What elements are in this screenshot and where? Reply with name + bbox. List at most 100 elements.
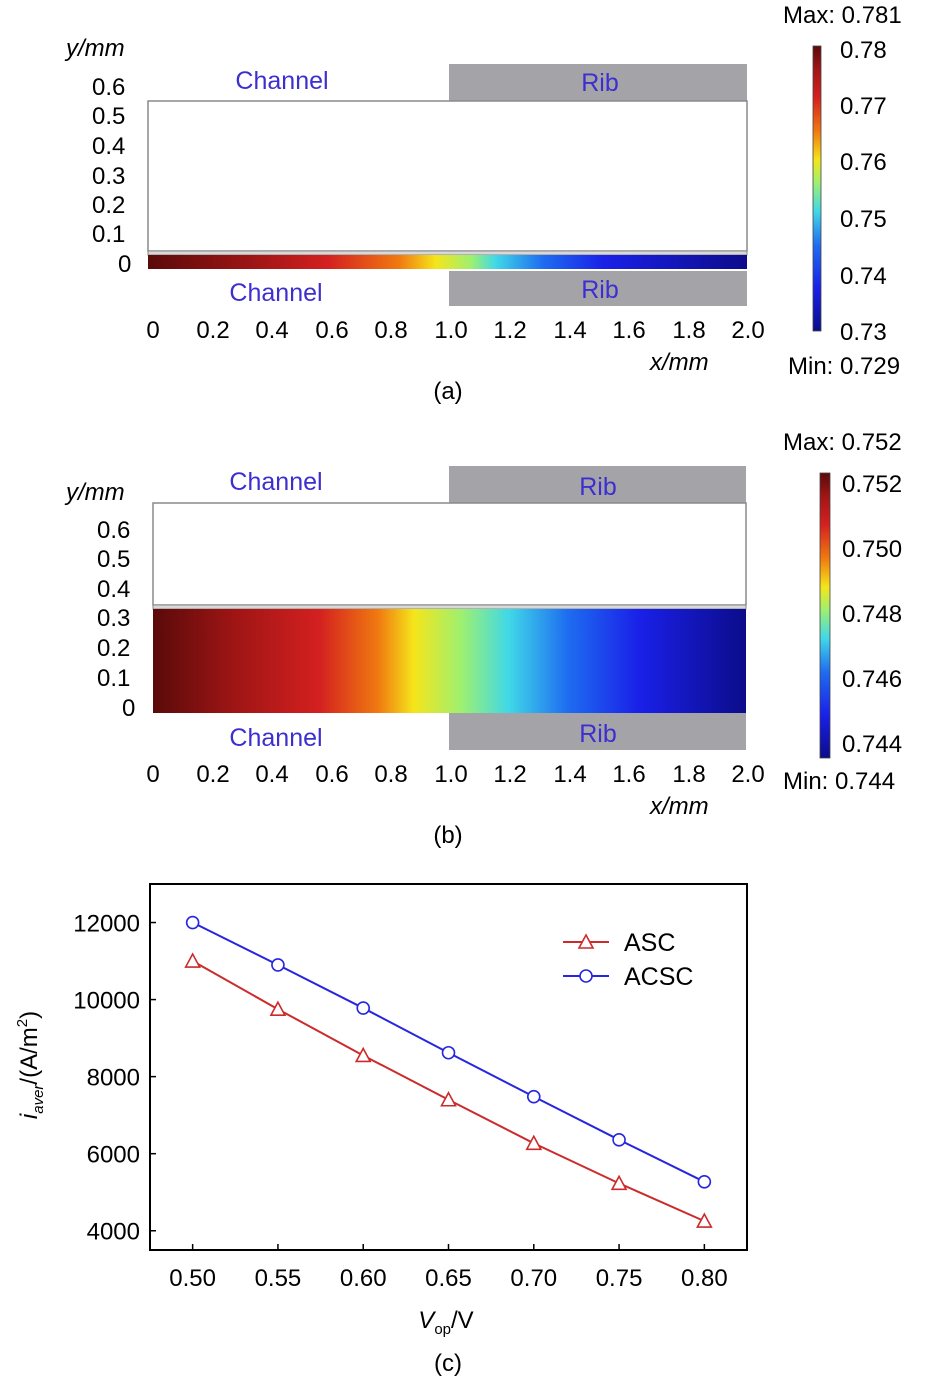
panel-a-colorbar-tick: 0.75 (840, 206, 887, 233)
panel-a-x-tick: 0.8 (374, 317, 407, 344)
chart-y-label-unit: /(A/m (16, 1027, 43, 1084)
panel-b-x-axis-label: x/mm (649, 793, 709, 820)
panel-b-colorbar-gradient (819, 472, 831, 759)
legend-acsc-marker (579, 969, 593, 983)
panel-a-x-tick: 1.6 (612, 317, 645, 344)
panel-a-rib-top (449, 64, 747, 101)
panel-a-x-tick: 1.4 (553, 317, 586, 344)
x-tick-label: 0.55 (255, 1265, 302, 1292)
panel-b-x-tick: 1.4 (553, 761, 586, 788)
chart-y-label-close: ) (16, 1011, 43, 1019)
panel-b-y-tick: 0 (122, 695, 135, 722)
panel-a-x-tick: 0 (146, 317, 159, 344)
panel-a-colorbar-max: Max: 0.781 (783, 2, 902, 29)
panel-b-y-tick: 0.2 (97, 635, 130, 662)
panel-b-rib-bottom (449, 713, 746, 750)
y-tick-label: 10000 (73, 988, 140, 1015)
chart-x-label-main: V (418, 1307, 436, 1334)
panel-a-x-tick: 0.6 (315, 317, 348, 344)
chart-x-ticks: 0.50 0.55 0.60 0.65 0.70 0.75 0.80 (169, 1244, 728, 1292)
panel-a-colorbar-tick: 0.77 (840, 93, 887, 120)
y-tick-label: 4000 (87, 1219, 140, 1246)
panel-b-colorbar-tick: 0.748 (842, 601, 902, 628)
data-point-asc (269, 1000, 287, 1017)
x-tick-label: 0.60 (340, 1265, 387, 1292)
panel-a-colorbar-tick: 0.78 (840, 37, 887, 64)
panel-b-colorbar-min: Min: 0.744 (783, 768, 895, 795)
chart-y-axis-label: iaver/(A/m2) (14, 1011, 47, 1119)
panel-a-y-tick: 0.3 (92, 163, 125, 190)
panel-b-colorbar: Max: 0.752 0.752 0.750 0.748 0.746 0.744… (783, 429, 902, 795)
data-point-asc (184, 952, 201, 968)
panel-a-x-tick: 1.2 (493, 317, 526, 344)
panel-b-x-tick: 1.6 (612, 761, 645, 788)
x-tick-label: 0.75 (596, 1265, 643, 1292)
panel-a-membrane (147, 250, 748, 256)
data-point-acsc (697, 1175, 712, 1189)
panel-a-x-axis-label: x/mm (649, 349, 709, 376)
panel-a-x-tick: 0.2 (196, 317, 229, 344)
y-tick-label: 12000 (73, 911, 140, 938)
data-point-asc (440, 1091, 457, 1107)
panel-b-rib-top (449, 466, 746, 503)
panel-a: y/mm 0.6 0.5 0.4 0.3 0.2 0.1 0 Channel R… (64, 2, 902, 405)
panel-a-colorbar-tick: 0.74 (840, 263, 887, 290)
panel-a-y-tick: 0.5 (92, 103, 125, 130)
panel-b-x-tick: 1.0 (434, 761, 467, 788)
chart-caption: (c) (434, 1350, 462, 1377)
y-tick-label: 8000 (87, 1065, 140, 1092)
panel-b-x-tick: 1.8 (672, 761, 705, 788)
chart-x-label-unit: /V (451, 1307, 474, 1334)
panel-a-y-axis-label: y/mm (64, 35, 125, 62)
panel-a-x-tick: 2.0 (731, 317, 764, 344)
panel-b-heatmap-layer (153, 609, 746, 713)
chart-y-label-main: i (16, 1113, 43, 1119)
panel-a-colorbar-tick: 0.76 (840, 149, 887, 176)
data-point-acsc (526, 1089, 541, 1104)
data-point-acsc (271, 958, 285, 972)
data-point-asc (610, 1174, 628, 1191)
panel-a-domain-white (147, 100, 748, 252)
panel-b-x-tick: 0.6 (315, 761, 348, 788)
panel-b-y-tick: 0.5 (97, 546, 130, 573)
panel-a-y-ticks: 0.6 0.5 0.4 0.3 0.2 0.1 0 (92, 74, 131, 278)
panel-a-colorbar-min: Min: 0.729 (788, 353, 900, 380)
chart-series (184, 915, 713, 1228)
panel-b-channel-top-label: Channel (229, 468, 322, 496)
panel-b-y-tick: 0.4 (97, 576, 130, 603)
data-point-acsc (356, 1001, 371, 1015)
x-tick-label: 0.65 (425, 1265, 472, 1292)
panel-b-x-tick: 0.8 (374, 761, 407, 788)
x-tick-label: 0.50 (169, 1265, 216, 1292)
panel-a-y-tick: 0 (118, 251, 131, 278)
panel-a-x-ticks: 0 0.2 0.4 0.6 0.8 1.0 1.2 1.4 1.6 1.8 2.… (146, 317, 764, 344)
panel-a-y-tick: 0.1 (92, 221, 125, 248)
panel-a-heatmap-layer (148, 255, 747, 269)
panel-b-x-tick: 0.2 (196, 761, 229, 788)
chart-legend: ASC ACSC (563, 929, 693, 991)
panel-b-y-ticks: 0.6 0.5 0.4 0.3 0.2 0.1 0 (97, 517, 135, 722)
panel-b-x-tick: 0 (146, 761, 159, 788)
panel-b-colorbar-max: Max: 0.752 (783, 429, 902, 456)
panel-b-x-tick: 0.4 (255, 761, 288, 788)
legend-acsc-label: ACSC (624, 963, 693, 991)
panel-a-colorbar-tick: 0.73 (840, 319, 887, 346)
chart-y-ticks: 4000 6000 8000 10000 12000 (73, 911, 156, 1246)
panel-b-y-tick: 0.6 (97, 517, 130, 544)
data-point-acsc (185, 915, 200, 930)
panel-b-x-tick: 1.2 (493, 761, 526, 788)
panel-b-membrane (152, 604, 747, 610)
panel-b-colorbar-tick: 0.746 (842, 666, 902, 693)
x-tick-label: 0.80 (681, 1265, 728, 1292)
data-point-acsc (441, 1045, 456, 1060)
chart-y-label-sup: 2 (14, 1019, 31, 1027)
data-point-asc (354, 1046, 372, 1063)
panel-b: y/mm 0.6 0.5 0.4 0.3 0.2 0.1 0 Channel R… (64, 429, 902, 849)
panel-b-caption: (b) (433, 822, 462, 849)
panel-a-colorbar: Max: 0.781 0.78 0.77 0.76 0.75 0.74 0.73… (783, 2, 902, 380)
panel-b-domain-white (152, 502, 747, 606)
panel-a-rib-top-label: Rib (581, 69, 619, 97)
panel-a-x-tick: 1.8 (672, 317, 705, 344)
data-point-asc (696, 1212, 713, 1228)
